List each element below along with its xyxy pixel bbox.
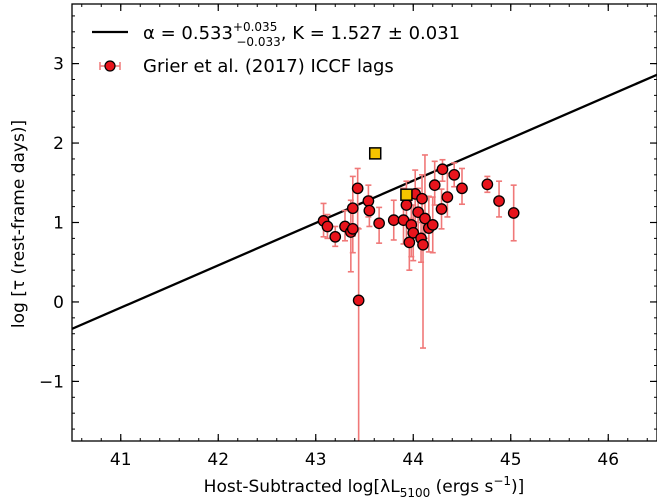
data-point-22: [417, 238, 429, 251]
legend: α = 0.533+0.035 −0.033, K = 1.527 ± 0.031…: [92, 20, 460, 77]
data-point-26: [428, 179, 441, 192]
y-tick-label-2: 1: [53, 214, 64, 234]
legend-series-label: Grier et al. (2017) ICCF lags: [143, 56, 394, 77]
data-point-14: [400, 199, 413, 211]
y-tick-label-4: 3: [53, 55, 64, 75]
plot-area: [72, 73, 657, 441]
data-point-17: [407, 226, 420, 239]
data-point-8: [352, 294, 365, 307]
legend-point-marker: [104, 60, 116, 72]
data-point-25: [426, 219, 439, 231]
data-point-9: [362, 195, 375, 207]
x-tick-label-0: 41: [110, 450, 132, 470]
square-point-1: [400, 188, 413, 201]
data-point-34: [507, 207, 520, 219]
y-tick-label-0: −1: [39, 372, 64, 392]
data-point-10: [363, 204, 376, 217]
data-point-21: [416, 192, 428, 205]
x-tick-label-1: 42: [207, 450, 229, 470]
data-point-27: [435, 203, 448, 215]
y-tick-label-3: 2: [53, 134, 64, 154]
data-point-32: [481, 178, 494, 191]
x-axis-label: Host-Subtracted log[λL5100 (ergs s−1)]: [204, 474, 525, 498]
y-axis-label: log [τ (rest-frame days)]: [9, 120, 29, 328]
data-point-12: [387, 214, 400, 226]
square-point-0: [368, 147, 382, 160]
x-tick-label-3: 44: [402, 450, 424, 470]
data-point-1: [321, 220, 334, 233]
data-point-2: [329, 230, 342, 243]
x-tick-label-2: 43: [305, 450, 327, 470]
axes: 41 42 43 44 45 46 −1 0 1 2 3: [39, 3, 657, 470]
data-point-11: [373, 217, 385, 230]
data-point-6: [346, 223, 359, 235]
data-point-7: [351, 182, 364, 195]
data-point-5: [346, 202, 359, 215]
data-point-31: [456, 182, 468, 195]
data-point-29: [441, 191, 454, 203]
data-point-28: [436, 163, 449, 176]
data-point-30: [448, 168, 461, 181]
x-tick-label-5: 46: [597, 450, 619, 470]
y-tick-label-1: 0: [53, 293, 64, 313]
data-point-15: [403, 236, 416, 249]
legend-fit-label: α = 0.533+0.035 −0.033, K = 1.527 ± 0.031: [143, 20, 460, 49]
x-tick-label-4: 45: [500, 450, 522, 470]
data-point-33: [493, 195, 505, 207]
